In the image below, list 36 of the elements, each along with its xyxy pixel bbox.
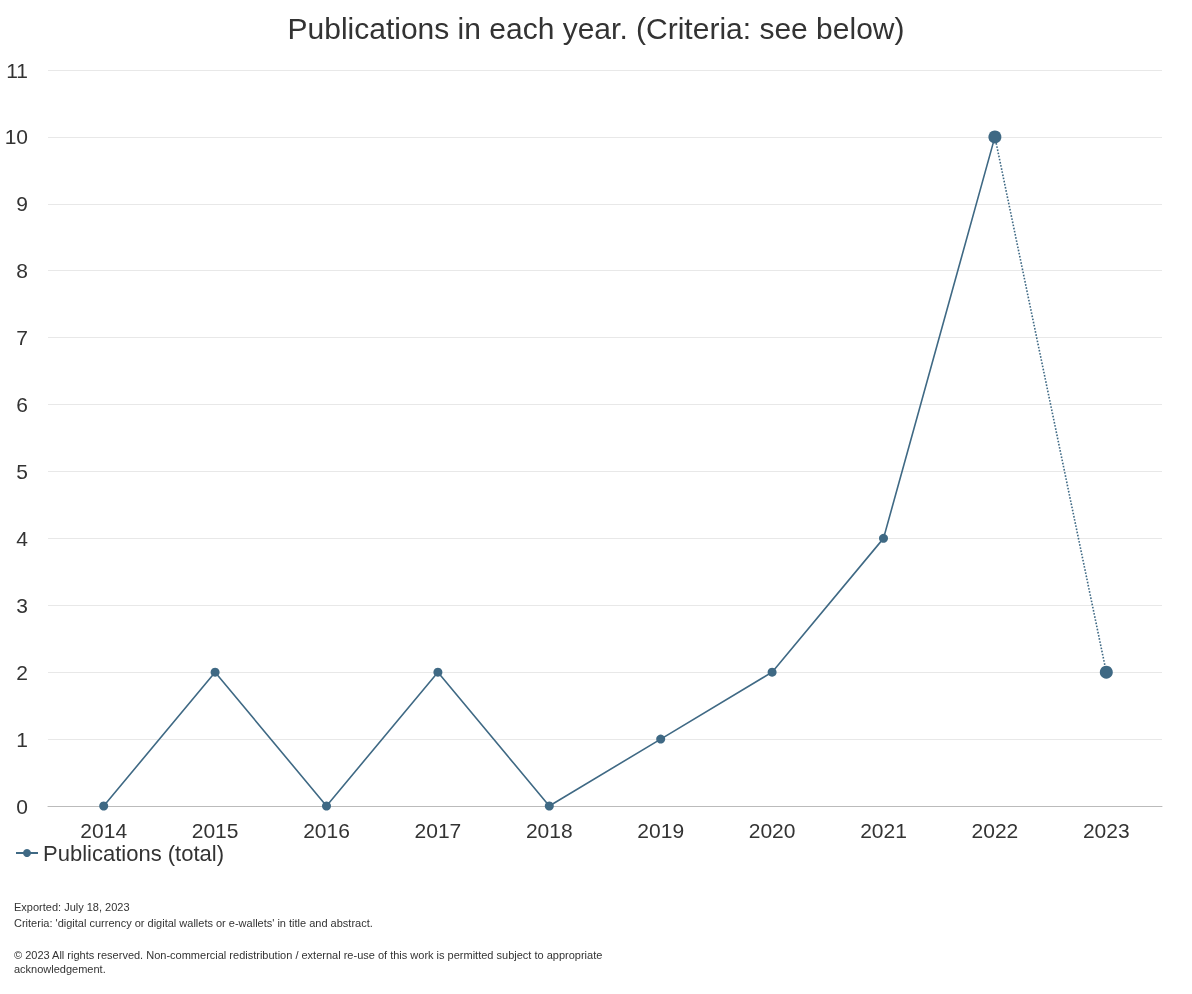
x-tick-label: 2016 [303,819,350,842]
point [544,801,554,811]
y-tick-label: 3 [16,593,28,617]
x-tick-label: 2018 [525,819,573,842]
y-tick-label: 1 [16,727,28,751]
x-tick-label: 2017 [414,819,462,842]
y-tick-label: 4 [16,526,29,550]
text: © 2023 All rights reserved. Non-commercial redistribution / external re-use of this work is permitted subject to appropriate acknowledgement. [14,949,606,975]
y-tick-label: 0 [16,794,28,818]
y-tick-label: 2 [16,660,28,684]
legend-label: Publications (total) [43,840,224,866]
y-tick-label: 9 [16,192,28,216]
y-tick-label: 11 [6,58,28,82]
point [99,801,109,811]
x-tick-label: 2014 [80,819,128,842]
x-tick-label: 2023 [1082,819,1130,842]
x-tick-label: 2015 [191,819,239,842]
y-tick-label: 7 [16,326,28,350]
point [879,533,888,543]
x-tick-label: 2021 [860,819,907,842]
point [322,801,331,811]
x-tick-label: 2022 [971,819,1019,842]
y-tick-label: 10 [4,125,28,149]
x-tick-label: 2020 [748,819,796,842]
point [656,734,666,744]
point [210,667,220,677]
text: Exported: July 18, 2023 [14,901,130,913]
point [1099,665,1113,679]
y-tick-label: 5 [16,459,28,483]
chart-title: Publications in each year. (Criteria: see below) [287,11,905,45]
point [767,667,777,677]
y-tick-label: 8 [16,259,28,283]
point [433,667,443,677]
text: Criteria: 'digital currency or digital wallets or e-wallets' in title and abstract. [14,917,373,929]
y-tick-label: 6 [16,393,28,417]
x-tick-label: 2019 [637,819,685,842]
